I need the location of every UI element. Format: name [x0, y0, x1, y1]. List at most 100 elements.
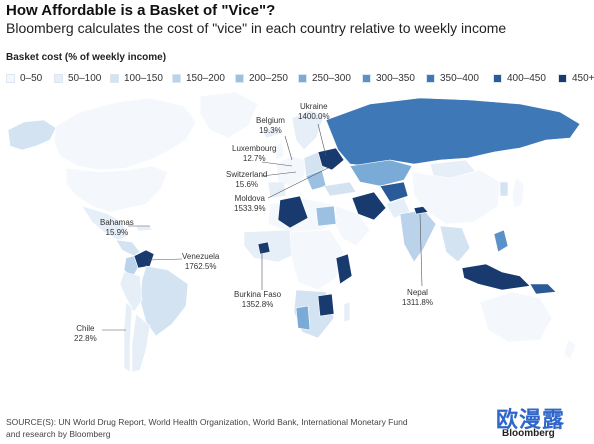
chart-subtitle: Bloomberg calculates the cost of "vice" … [6, 20, 507, 36]
legend-swatch [110, 73, 119, 83]
legend-item: 400–450 [493, 72, 546, 84]
legend-item: 200–250 [235, 72, 288, 84]
legend-item: 450+ [558, 72, 594, 84]
region-kazakhstan [349, 159, 413, 187]
callout-name: Nepal [407, 288, 428, 297]
legend-label: 450+ [572, 72, 594, 84]
region-chile [123, 301, 133, 373]
leader-line-nepal [419, 213, 423, 287]
callout-luxembourg: Luxembourg 12.7% [232, 144, 276, 164]
legend-title: Basket cost (% of weekly income) [6, 52, 167, 63]
region-central-africa [289, 229, 345, 291]
callout-value: 22.8% [74, 334, 97, 343]
region-colombia [123, 255, 139, 279]
source-note: SOURCE(S): UN World Drug Report, World H… [6, 416, 476, 440]
callout-value: 1311.8% [402, 298, 433, 307]
callout-venezuela: Venezuela 1762.5% [182, 252, 219, 272]
callout-value: 15.6% [235, 180, 259, 189]
leader-line-switzerland [261, 171, 297, 177]
callout-name: Burkina Faso [234, 290, 282, 299]
region-zambia-zimbabwe [317, 293, 335, 317]
legend-label: 50–100 [68, 72, 102, 84]
region-japan [511, 177, 525, 209]
region-central-america [115, 239, 141, 257]
region-india [399, 209, 437, 263]
legend-label: 0–50 [20, 72, 43, 84]
callout-switzerland: Switzerland 15.6% [226, 170, 267, 190]
region-madagascar [343, 301, 351, 323]
region-new-zealand [563, 339, 577, 361]
legend-swatch [298, 73, 307, 83]
callout-ukraine: Ukraine 1400.0% [298, 102, 330, 122]
legend-item: 250–300 [298, 72, 351, 84]
region-turkey [323, 181, 357, 197]
region-china [411, 169, 501, 225]
region-new-guinea [529, 283, 557, 295]
legend-label: 400–450 [507, 72, 546, 84]
callout-name: Luxembourg [232, 144, 277, 153]
region-central-asia [379, 181, 409, 203]
callout-burkina-faso: Burkina Faso 1352.8% [234, 290, 281, 310]
region-afghanistan [385, 197, 411, 219]
region-philippines [493, 229, 509, 253]
source-line: and research by Bloomberg [6, 429, 111, 439]
callout-bahamas: Bahamas 15.9% [100, 218, 134, 238]
source-line: SOURCE(S): UN World Drug Report, World H… [6, 417, 408, 427]
callout-belgium: Belgium 19.3% [256, 116, 285, 136]
region-canada [53, 97, 197, 171]
region-iran [351, 191, 387, 221]
leader-line-moldova [267, 167, 329, 199]
region-caribbean [135, 225, 153, 232]
legend-label: 250–300 [312, 72, 351, 84]
world-map [7, 91, 581, 373]
callout-value: 12.7% [242, 154, 266, 163]
callout-name: Ukraine [300, 102, 328, 111]
callout-value: 1762.5% [184, 262, 217, 271]
legend-label: 100–150 [124, 72, 163, 84]
legend-item: 300–350 [362, 72, 415, 84]
region-peru-bolivia [119, 271, 143, 313]
callout-name: Switzerland [226, 170, 268, 179]
legend-item: 100–150 [110, 72, 163, 84]
leader-line-belgium [284, 135, 293, 161]
callout-value: 1533.9% [234, 204, 266, 213]
region-australia [479, 291, 553, 343]
callout-nepal: Nepal 1311.8% [402, 288, 433, 308]
legend-swatch [493, 73, 502, 83]
legend-item: 150–200 [172, 72, 225, 84]
legend-label: 300–350 [376, 72, 415, 84]
legend: 0–50 50–100 100–150 150–200 200–250 250–… [6, 72, 594, 86]
region-argentina [131, 313, 151, 373]
region-egypt [315, 205, 337, 227]
legend-swatch [235, 73, 244, 83]
region-southeast-asia [439, 225, 471, 263]
callout-value: 1400.0% [298, 112, 330, 121]
region-usa [65, 165, 169, 213]
callout-moldova: Moldova 1533.9% [234, 194, 266, 214]
region-ukraine [317, 147, 345, 171]
leader-line-luxembourg [261, 161, 293, 167]
region-scandinavia [291, 109, 325, 151]
chart-title: How Affordable is a Basket of "Vice"? [6, 2, 276, 19]
watermark: 欧漫露 [496, 407, 566, 432]
legend-swatch [362, 73, 371, 83]
region-korea [499, 181, 509, 197]
region-iberia [267, 181, 287, 199]
legend-swatch [558, 73, 567, 83]
legend-label: 200–250 [249, 72, 288, 84]
region-greenland [199, 91, 259, 139]
callout-name: Belgium [256, 116, 285, 125]
legend-item: 350–400 [426, 72, 479, 84]
region-indonesia [461, 263, 531, 291]
legend-swatch [6, 73, 15, 83]
legend-swatch [426, 73, 435, 83]
region-alaska [7, 119, 57, 151]
brand-logo: Bloomberg [502, 428, 555, 439]
callout-value: 15.9% [105, 228, 129, 237]
callout-name: Chile [76, 324, 95, 333]
region-algeria [277, 195, 309, 229]
region-mexico [81, 205, 129, 241]
legend-item: 50–100 [54, 72, 101, 84]
region-iceland [261, 127, 281, 139]
callout-value: 1352.8% [241, 300, 274, 309]
